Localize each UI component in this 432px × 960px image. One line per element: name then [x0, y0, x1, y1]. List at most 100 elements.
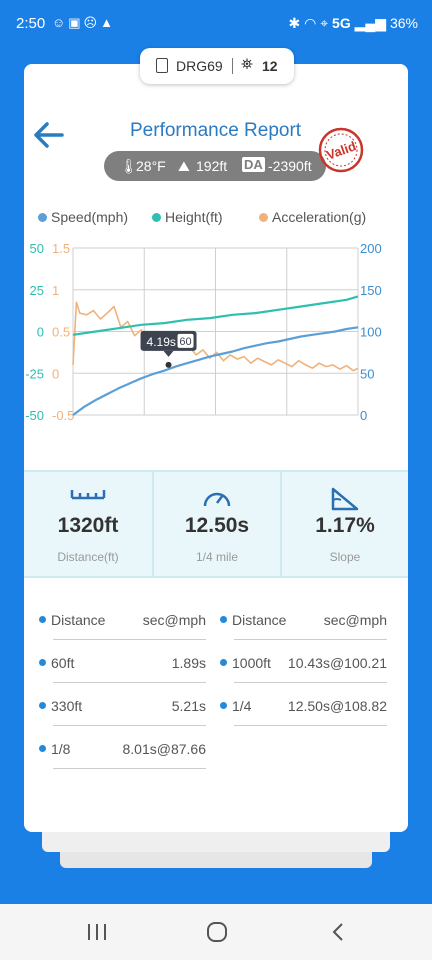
result-value: 8.01s@87.66 [122, 741, 207, 757]
stat-value: 1320ft [57, 514, 119, 537]
bluetooth-icon: ✱ [288, 15, 301, 31]
density-altitude-value: -2390ft [268, 158, 312, 174]
page-title: Performance Report [130, 120, 302, 141]
thermometer-icon: 🌡 [120, 158, 138, 174]
legend-dot [152, 213, 161, 222]
row-divider [53, 725, 206, 726]
da-badge: DA [242, 157, 265, 172]
stat-label: Slope [329, 550, 361, 564]
row-divider [53, 639, 206, 640]
system-nav-bar [0, 904, 432, 960]
acceleration-axis-tick: 0.5 [52, 325, 70, 340]
device-name: DRG69 [176, 58, 223, 74]
legend-height[interactable]: Height(ft) [152, 209, 223, 225]
bullet-dot [39, 659, 46, 666]
notification-icons: ☺▣☹▲ [52, 15, 116, 30]
result-value: 5.21s [171, 698, 206, 714]
speed-axis-tick: 0 [360, 408, 367, 423]
height-axis-tick: 50 [30, 241, 44, 256]
acceleration-axis-tick: -0.5 [52, 408, 74, 423]
device-pill[interactable]: DRG69 ⛯ 12 [140, 48, 294, 84]
mountain-icon: ⛰ [178, 158, 190, 174]
legend-label: Height(ft) [165, 209, 223, 225]
row-divider [53, 768, 206, 769]
satellite-count: 12 [262, 58, 278, 74]
battery-label: 36% [389, 15, 418, 31]
height-axis-tick: 0 [37, 325, 44, 340]
legend-acceleration[interactable]: Acceleration(g) [259, 209, 366, 225]
status-time: 2:50 [16, 15, 46, 32]
ruler-icon [70, 490, 106, 500]
speedometer-icon [203, 492, 231, 507]
wifi-icon: ◠ [304, 15, 317, 31]
result-key: 1/8 [51, 741, 71, 757]
report-card [24, 64, 408, 832]
results-header-key: Distance [51, 612, 106, 628]
result-value: 12.50s@108.82 [287, 698, 387, 714]
status-bar: 2:50 ☺▣☹▲ ✱ ◠ ⌖ 5G ▂▄▆ 36% [0, 0, 432, 48]
acceleration-axis-tick: 1.5 [52, 241, 70, 256]
row-divider [53, 682, 206, 683]
speed-axis-tick: 100 [360, 325, 382, 340]
back-icon[interactable] [330, 922, 346, 942]
stat-value: 12.50s [184, 514, 250, 537]
signal-icon: ▂▄▆ [354, 15, 387, 31]
stat-value: 1.17% [315, 514, 375, 537]
tooltip-speed-badge [177, 333, 194, 348]
card-stack-shadow [42, 830, 390, 852]
row-divider [234, 725, 387, 726]
results-header-value: sec@mph [142, 612, 206, 628]
performance-chart[interactable]: 50 25 0 -25 -50 1.5 1 0.5 0 -0.5 200 150 100 50 0 4.19s… [0, 230, 432, 460]
speed-line [72, 326, 359, 416]
bullet-dot [220, 702, 227, 709]
row-divider [234, 639, 387, 640]
valid-stamp: Valid [318, 127, 364, 173]
bullet-dot [39, 745, 46, 752]
bullet-dot [220, 659, 227, 666]
tooltip-time: 4.19s [147, 335, 176, 349]
stamp-text: Valid [324, 138, 358, 162]
location-icon: ⌖ [320, 15, 329, 31]
result-key: 1000ft [232, 655, 271, 671]
result-value: 10.43s@100.21 [287, 655, 387, 671]
home-icon[interactable] [206, 921, 228, 943]
height-axis-tick: -50 [25, 408, 44, 423]
acceleration-axis-tick: 1 [52, 283, 59, 298]
results-header-key: Distance [232, 612, 287, 628]
bullet-dot [39, 702, 46, 709]
stats-panel: 1320ft Distance(ft) 12.50s 1/4 mile 1.17… [24, 470, 408, 578]
stat-label: Distance(ft) [57, 550, 119, 564]
legend-dot [38, 213, 47, 222]
status-right: ✱ ◠ ⌖ 5G ▂▄▆ 36% [289, 15, 418, 32]
bullet-dot [220, 616, 227, 623]
height-line [72, 295, 359, 336]
speed-axis-tick: 150 [360, 283, 382, 298]
back-arrow-icon[interactable] [32, 120, 66, 150]
stat-divider [280, 472, 282, 576]
results-header-value: sec@mph [323, 612, 387, 628]
device-icon [156, 58, 168, 73]
result-key: 1/4 [232, 698, 252, 714]
speed-axis-tick: 200 [360, 241, 382, 256]
stat-label: 1/4 mile [195, 550, 239, 564]
recent-apps-icon[interactable] [86, 922, 108, 942]
legend-speed[interactable]: Speed(mph) [38, 209, 128, 225]
legend-label: Speed(mph) [51, 209, 129, 225]
conditions-bar: 🌡 28°F ⛰ 192ft DA -2390ft [104, 151, 326, 181]
pill-divider [232, 58, 233, 74]
legend-dot [259, 213, 268, 222]
altitude-value: 192ft [196, 158, 228, 174]
stat-divider [152, 472, 154, 576]
result-value: 1.89s [171, 655, 206, 671]
stat-slope: 1.17% Slope [282, 472, 408, 576]
satellite-icon: ⛯ [241, 56, 254, 73]
stat-quarter-mile: 12.50s 1/4 mile [154, 472, 280, 576]
height-axis-tick: -25 [25, 366, 44, 381]
bullet-dot [39, 616, 46, 623]
tooltip-point [165, 361, 172, 368]
row-divider [234, 682, 387, 683]
result-key: 60ft [51, 655, 75, 671]
network-label: 5G [332, 15, 351, 31]
stat-distance: 1320ft Distance(ft) [24, 472, 152, 576]
tooltip-speed: 60 [179, 336, 191, 348]
